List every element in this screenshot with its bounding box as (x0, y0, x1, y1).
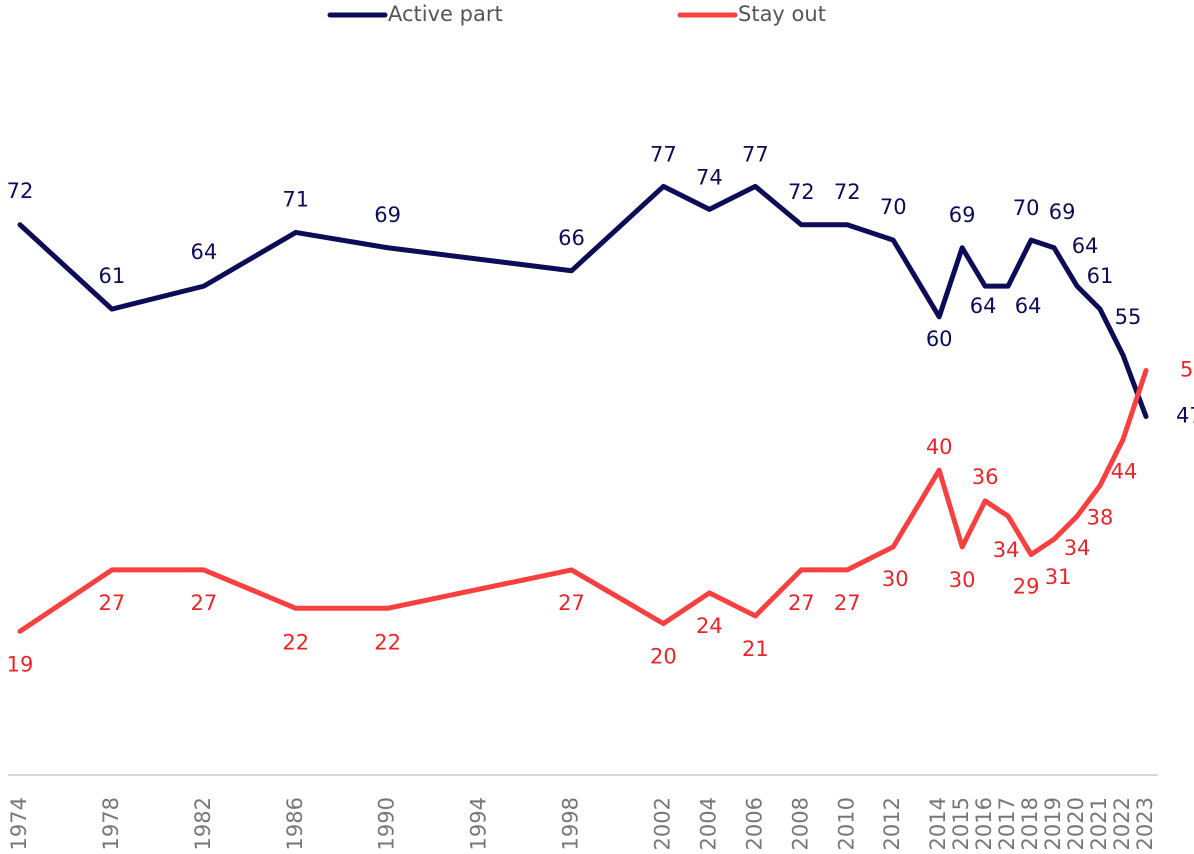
data-label: 69 (1049, 200, 1076, 224)
data-label: 27 (834, 591, 861, 615)
data-label: 24 (696, 614, 723, 638)
data-label: 22 (282, 630, 309, 654)
data-label: 64 (970, 294, 997, 318)
data-label: 70 (1013, 196, 1040, 220)
series-line (17, 367, 1149, 634)
x-tick-label: 2014 (926, 797, 950, 850)
data-label: 30 (949, 568, 976, 592)
data-label: 69 (949, 203, 976, 227)
x-tick-label: 1994 (467, 797, 491, 850)
x-tick-label: 1986 (283, 797, 307, 850)
data-label: 70 (880, 195, 907, 219)
data-label: 66 (558, 226, 585, 250)
x-tick-label: 2016 (972, 797, 996, 850)
data-label: 44 (1111, 460, 1138, 484)
data-label: 34 (993, 538, 1020, 562)
x-tick-label: 1990 (375, 797, 399, 850)
data-label: 77 (650, 142, 677, 166)
data-label: 71 (282, 187, 309, 211)
data-label: 77 (742, 142, 769, 166)
x-tick-label: 1982 (191, 797, 215, 850)
data-label: 36 (972, 465, 999, 489)
data-label: 64 (1072, 234, 1099, 258)
x-tick-label: 2017 (995, 797, 1019, 850)
x-tick-label: 2010 (834, 797, 858, 850)
x-tick-label: 1974 (7, 797, 31, 850)
x-tick-label: 2023 (1133, 797, 1157, 850)
data-label: 47 (1176, 404, 1194, 428)
data-label: 22 (374, 630, 401, 654)
data-label: 55 (1115, 305, 1142, 329)
data-label: 20 (650, 645, 677, 669)
x-tick-label: 2012 (880, 797, 904, 850)
series-line (17, 183, 1149, 420)
data-label: 69 (374, 203, 401, 227)
data-label: 64 (190, 240, 217, 264)
data-label: 53 (1180, 357, 1194, 381)
data-label: 61 (1087, 264, 1114, 288)
data-label: 30 (882, 567, 909, 591)
legend-label: Active part (388, 2, 503, 26)
data-label: 72 (7, 179, 34, 203)
data-label: 72 (834, 180, 861, 204)
x-tick-label: 2002 (650, 797, 674, 850)
data-label: 27 (788, 591, 815, 615)
x-tick-label: 2006 (742, 797, 766, 850)
x-tick-label: 1978 (99, 797, 123, 850)
x-tick-label: 2021 (1087, 797, 1111, 850)
data-label: 61 (99, 264, 126, 288)
data-label: 38 (1087, 506, 1114, 530)
data-label: 27 (99, 591, 126, 615)
data-label: 31 (1045, 565, 1072, 589)
data-label: 64 (1015, 294, 1042, 318)
data-label: 40 (926, 435, 953, 459)
data-label: 72 (788, 180, 815, 204)
data-label: 60 (926, 327, 953, 351)
data-label: 29 (1013, 575, 1040, 599)
data-label: 21 (742, 637, 769, 661)
x-tick-label: 2018 (1018, 797, 1042, 850)
x-tick-label: 1998 (559, 797, 583, 850)
data-label: 27 (190, 591, 217, 615)
data-label: 19 (7, 652, 34, 676)
data-label: 27 (558, 591, 585, 615)
x-tick-label: 2022 (1110, 797, 1134, 850)
x-tick-label: 2019 (1041, 797, 1065, 850)
data-label: 34 (1064, 536, 1091, 560)
x-tick-label: 2008 (788, 797, 812, 850)
x-tick-label: 2020 (1064, 797, 1088, 850)
x-tick-label: 2015 (949, 797, 973, 850)
x-tick-label: 2004 (696, 797, 720, 850)
data-label: 74 (696, 165, 723, 189)
legend-label: Stay out (738, 2, 826, 26)
